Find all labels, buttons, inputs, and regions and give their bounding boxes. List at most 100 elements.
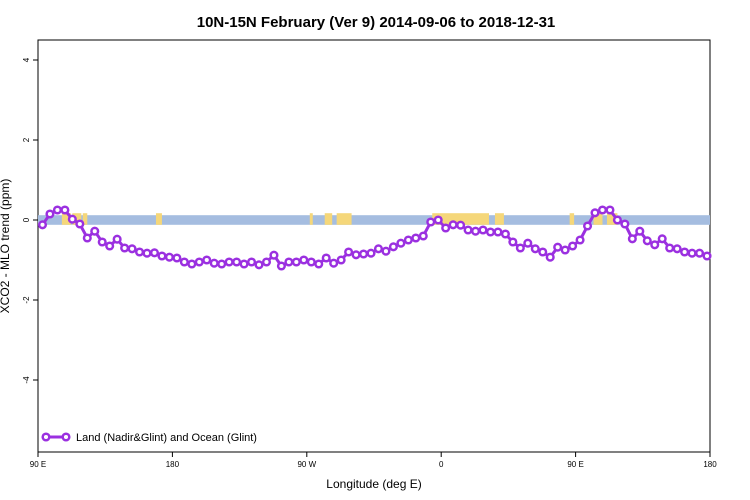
data-point — [672, 244, 682, 254]
land-segment — [606, 213, 618, 225]
data-point — [582, 221, 593, 231]
data-point — [493, 227, 503, 237]
data-point — [261, 257, 272, 267]
data-point — [456, 220, 466, 230]
data-point — [388, 242, 398, 252]
land-segment — [155, 213, 162, 225]
axes: -4 -2 0 2 4 90 E 180 90 W 0 90 E 180 — [22, 57, 717, 469]
data-point — [694, 248, 705, 258]
data-point — [508, 237, 518, 247]
data-point — [560, 245, 570, 255]
data-point — [605, 205, 615, 215]
data-point — [149, 248, 160, 258]
data-point — [530, 244, 540, 254]
data-point — [90, 226, 100, 236]
data-point — [37, 220, 48, 230]
x-tick-label: 0 — [439, 460, 444, 469]
land-ocean-band — [38, 213, 710, 225]
data-point — [246, 257, 257, 267]
data-point — [680, 247, 690, 257]
y-tick-label: 4 — [22, 57, 31, 62]
data-point — [620, 219, 630, 229]
x-tick-label: 180 — [166, 460, 180, 469]
land-segment — [432, 213, 489, 225]
data-point — [217, 259, 227, 269]
data-point — [441, 223, 451, 233]
data-point — [299, 255, 309, 265]
x-tick-label: 90 E — [30, 460, 46, 469]
data-point — [538, 247, 548, 257]
data-point — [67, 214, 77, 224]
data-point — [635, 226, 645, 236]
data-point — [97, 237, 107, 247]
y-tick-label: 0 — [22, 217, 31, 222]
legend-marker — [61, 432, 71, 442]
data-point — [403, 235, 413, 245]
data-point — [523, 238, 533, 248]
data-point — [463, 225, 473, 235]
y-tick-label: 2 — [22, 137, 31, 142]
data-point — [545, 252, 555, 262]
data-point — [336, 255, 346, 265]
ocean-band — [38, 215, 710, 225]
data-point — [665, 243, 675, 253]
data-point — [60, 205, 70, 215]
data-point — [411, 233, 421, 243]
data-point — [351, 250, 361, 260]
legend: Land (Nadir&Glint) and Ocean (Glint) — [41, 432, 257, 444]
data-point — [105, 241, 115, 251]
data-point — [276, 261, 286, 271]
data-point — [381, 246, 391, 256]
series-layer — [37, 205, 712, 271]
data-point — [329, 258, 339, 268]
data-point — [187, 259, 197, 269]
land-segment — [82, 213, 88, 225]
data-point — [687, 248, 697, 258]
data-point — [650, 240, 660, 250]
chart-title: 10N-15N February (Ver 9) 2014-09-06 to 2… — [197, 14, 556, 31]
land-segment — [494, 213, 504, 225]
data-point — [224, 257, 234, 267]
data-point — [232, 257, 242, 267]
data-point — [344, 247, 354, 257]
data-point — [134, 247, 145, 257]
data-point — [500, 229, 510, 239]
data-point — [612, 215, 622, 225]
data-point — [269, 250, 279, 260]
plot-frame — [37, 39, 711, 453]
data-point — [575, 235, 585, 245]
data-point — [142, 248, 152, 258]
data-point — [120, 243, 130, 253]
data-point — [657, 234, 667, 244]
x-tick-label: 90 E — [567, 460, 583, 469]
data-point — [568, 241, 578, 251]
x-tick-label: 180 — [703, 460, 717, 469]
data-point — [702, 251, 712, 261]
data-point — [321, 253, 331, 263]
data-point — [291, 257, 301, 267]
data-point — [366, 248, 376, 258]
data-point — [448, 220, 458, 230]
data-point — [553, 242, 563, 252]
data-point — [179, 257, 189, 267]
data-point — [485, 227, 496, 237]
data-point — [470, 226, 481, 236]
data-point — [358, 249, 369, 259]
land-segment — [324, 213, 333, 225]
data-point — [590, 208, 600, 218]
land-segment — [593, 213, 603, 225]
data-point — [75, 219, 85, 229]
data-point — [45, 209, 55, 219]
land-segment — [309, 213, 313, 225]
legend-label: Land (Nadir&Glint) and Ocean (Glint) — [76, 432, 257, 444]
data-point — [52, 205, 62, 215]
data-point — [239, 259, 249, 269]
data-point — [627, 234, 637, 244]
y-axis-label: XCO2 - MLO trend (ppm) — [0, 179, 12, 314]
data-point — [127, 244, 137, 254]
x-axis-label: Longitude (deg E) — [326, 477, 421, 491]
data-point — [82, 233, 92, 243]
data-point — [157, 251, 167, 261]
